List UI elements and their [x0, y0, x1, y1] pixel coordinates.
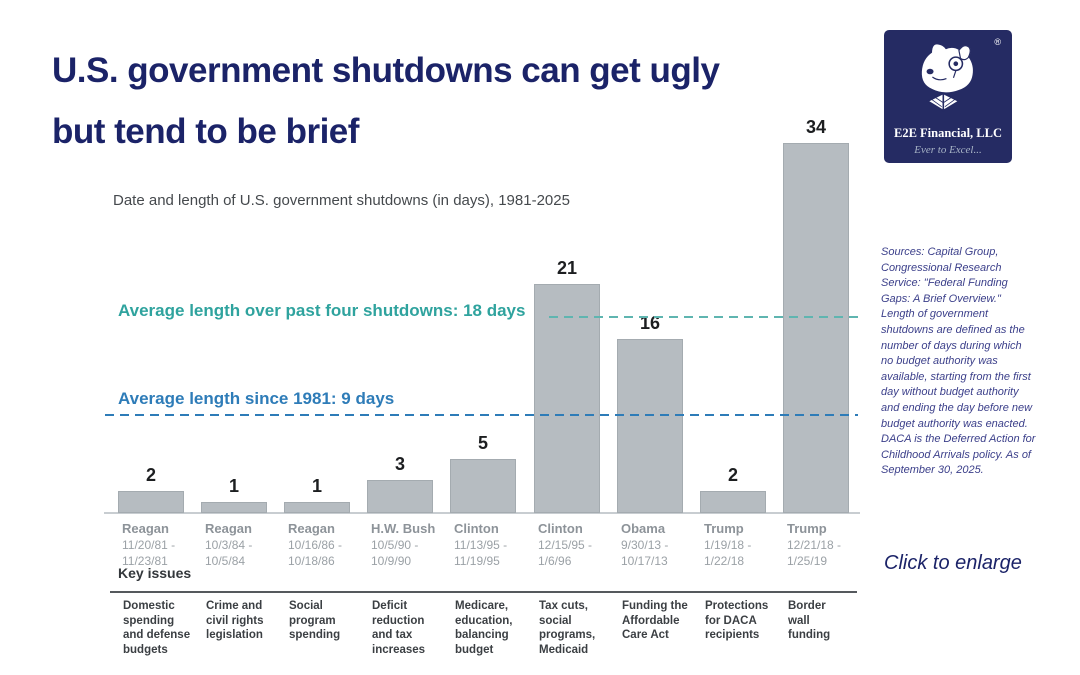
bar	[367, 480, 433, 513]
president-label: Reagan 10/16/86 -10/18/86	[288, 521, 370, 569]
president-name: Clinton	[454, 521, 499, 536]
president-label: Reagan 11/20/81 -11/23/81	[122, 521, 204, 569]
bar	[201, 502, 267, 513]
key-issue-item: Medicare, education, balancing budget	[455, 600, 513, 656]
key-issue-item: Crime and civil rights legislation	[206, 600, 264, 641]
president-label: Obama 9/30/13 -10/17/13	[621, 521, 703, 569]
president-name: Clinton	[538, 521, 583, 536]
president-label: Reagan 10/3/84 -10/5/84	[205, 521, 287, 569]
president-dates: 12/21/18 -1/25/19	[787, 538, 842, 568]
president-name: Trump	[704, 521, 744, 536]
president-dates: 9/30/13 -10/17/13	[621, 538, 669, 568]
reference-line-label: Average length over past four shutdowns:…	[118, 301, 526, 320]
president-label: H.W. Bush 10/5/90 -10/9/90	[371, 521, 453, 569]
president-name: Reagan	[288, 521, 335, 536]
bar-value-label: 2	[727, 465, 738, 485]
president-label: Trump 12/21/18 -1/25/19	[787, 521, 869, 569]
president-label: Clinton 12/15/95 -1/6/96	[538, 521, 620, 569]
page-title-line1: U.S. government shutdowns can get ugly	[52, 51, 720, 90]
president-dates: 10/16/86 -10/18/86	[288, 538, 343, 568]
page-title: U.S. government shutdowns can get ugly b…	[52, 40, 872, 162]
bar-value-label: 5	[477, 433, 488, 453]
key-issue-item: Funding the Affordable Care Act	[622, 600, 688, 641]
president-name: Trump	[787, 521, 827, 536]
president-name: H.W. Bush	[371, 521, 436, 536]
president-dates: 11/13/95 -11/19/95	[454, 538, 508, 568]
reference-line	[105, 414, 858, 416]
bar-value-label: 34	[805, 117, 827, 137]
logo-company-name: E2E Financial, LLC	[893, 126, 1002, 140]
bar-value-label: 1	[311, 476, 322, 496]
key-issues-divider	[110, 591, 857, 593]
chart-subtitle: Date and length of U.S. government shutd…	[113, 192, 570, 209]
key-issue-item: Protections for DACA recipients	[705, 600, 769, 641]
key-issue-item: Deficit reduction and tax increases	[372, 600, 426, 656]
logo-tagline: Ever to Excel...	[914, 144, 982, 156]
key-issues-heading: Key issues	[118, 565, 192, 581]
sources-note: Sources: Capital Group, Congressional Re…	[881, 246, 1036, 477]
bar-value-label: 16	[639, 313, 661, 333]
president-name: Reagan	[205, 521, 252, 536]
president-name: Obama	[621, 521, 666, 536]
bar	[617, 339, 683, 513]
bar-value-label: 2	[145, 465, 156, 485]
bar-value-label: 21	[556, 258, 578, 278]
bar-value-label: 3	[394, 454, 405, 474]
reference-line-label: Average length since 1981: 9 days	[118, 389, 395, 408]
bar	[534, 284, 600, 513]
company-logo: ® E2E Financial, LLC Ever to Excel...	[884, 30, 1012, 163]
president-dates: 10/3/84 -10/5/84	[205, 538, 253, 568]
dog-logo-icon	[921, 44, 973, 112]
key-issue-item: Tax cuts, social programs, Medicaid	[539, 600, 596, 656]
president-dates: 12/15/95 -1/6/96	[538, 538, 593, 568]
bar	[118, 491, 184, 513]
president-dates: 1/19/18 -1/22/18	[704, 538, 752, 568]
bar	[450, 459, 516, 513]
key-issue-item: Social program spending	[289, 600, 341, 641]
registered-mark-icon: ®	[994, 37, 1001, 47]
page-title-line2: but tend to be brief	[52, 112, 359, 151]
president-dates: 11/20/81 -11/23/81	[122, 538, 176, 568]
president-label: Clinton 11/13/95 -11/19/95	[454, 521, 536, 569]
bar	[284, 502, 350, 513]
bar-value-label: 1	[228, 476, 239, 496]
bar	[700, 491, 766, 513]
president-dates: 10/5/90 -10/9/90	[371, 538, 419, 568]
key-issue-item: Border wall funding	[788, 600, 831, 641]
key-issue-item: Domestic spending and defense budgets	[123, 600, 191, 656]
president-name: Reagan	[122, 521, 169, 536]
axis-baseline	[104, 512, 860, 514]
reference-line	[549, 316, 858, 318]
president-label: Trump 1/19/18 -1/22/18	[704, 521, 786, 569]
click-to-enlarge-link[interactable]: Click to enlarge	[884, 552, 1022, 574]
bar	[783, 143, 849, 513]
